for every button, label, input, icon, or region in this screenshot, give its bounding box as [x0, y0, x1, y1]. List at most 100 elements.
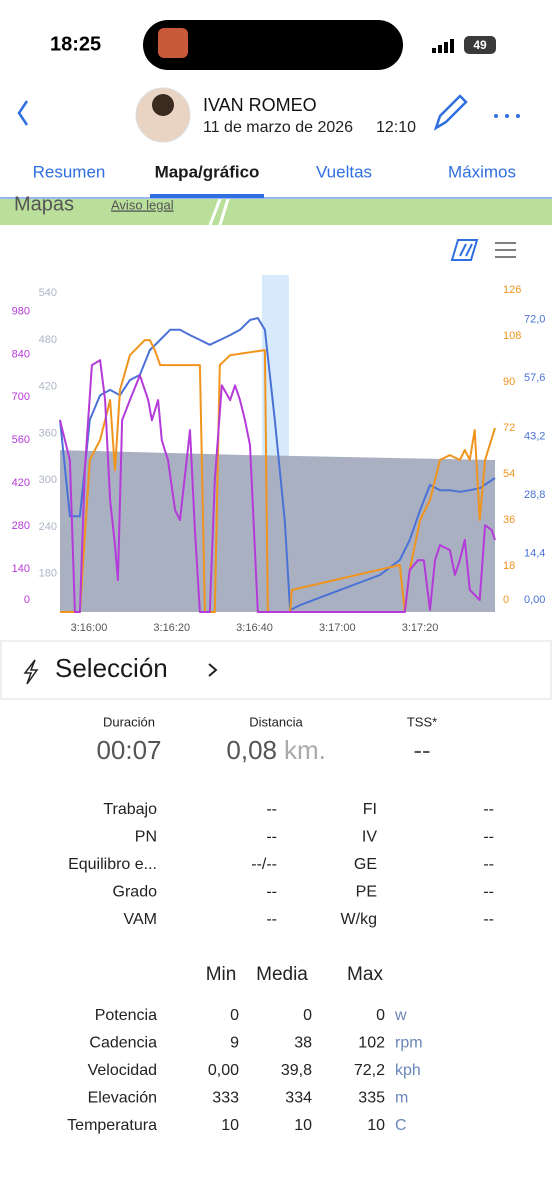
edit-button[interactable]: [433, 94, 468, 131]
stat-value: 0: [376, 1007, 385, 1024]
y-tick-label: 420: [39, 381, 57, 393]
tab[interactable]: Vueltas: [316, 162, 372, 181]
y-tick-label: 240: [39, 521, 57, 533]
metric-label: FI: [363, 801, 377, 818]
y-tick-label: 72: [503, 422, 515, 434]
stat-value: 102: [358, 1035, 385, 1052]
activity-time: 12:10: [376, 119, 416, 136]
stats-header: Media: [256, 964, 308, 985]
tab[interactable]: Mapa/gráfico: [155, 162, 260, 181]
selection-bar[interactable]: [0, 640, 552, 700]
y-tick-label: 840: [12, 348, 30, 360]
summary-label: Distancia: [249, 714, 303, 729]
stat-value: 0: [303, 1007, 312, 1024]
stat-value: 334: [285, 1090, 312, 1107]
y-tick-label: 540: [39, 287, 57, 299]
dynamic-island: [143, 20, 403, 70]
lightning-icon: [23, 659, 39, 685]
stat-value: 10: [367, 1117, 385, 1134]
metric-value: --: [483, 911, 494, 928]
x-tick-label: 3:16:20: [153, 622, 190, 634]
summary-value: 00:07: [96, 735, 161, 765]
stat-value: 335: [358, 1090, 385, 1107]
metric-label: Grado: [113, 884, 158, 901]
avatar-hair: [152, 94, 174, 116]
athlete-name: IVAN ROMEO: [203, 95, 317, 115]
y-tick-label: 126: [503, 284, 521, 296]
stat-label: Velocidad: [88, 1062, 157, 1079]
metric-label: Equilibro e...: [68, 856, 157, 873]
stat-label: Temperatura: [67, 1117, 157, 1134]
stat-value: 38: [294, 1035, 312, 1052]
y-tick-label: 360: [39, 427, 57, 439]
stat-unit: rpm: [395, 1035, 423, 1052]
stat-value: 0: [230, 1007, 239, 1024]
album-art: [158, 28, 188, 58]
back-button[interactable]: [17, 100, 29, 126]
map-strip: [0, 199, 552, 225]
stat-unit: m: [395, 1090, 408, 1107]
x-tick-label: 3:17:00: [319, 622, 356, 634]
y-tick-label: 0,00: [524, 594, 545, 606]
y-tick-label: 180: [39, 568, 57, 580]
metric-label: VAM: [124, 911, 157, 928]
activity-date: 11 de marzo de 2026: [203, 119, 353, 136]
x-tick-label: 3:16:00: [71, 622, 108, 634]
summary-value: 0,08: [226, 735, 277, 765]
metric-value: --/--: [251, 856, 277, 873]
series-line: [60, 339, 496, 613]
metric-label: W/kg: [341, 911, 377, 928]
x-tick-label: 3:16:40: [236, 622, 273, 634]
metric-label: PN: [135, 829, 157, 846]
summary-label: TSS*: [407, 714, 437, 729]
series-line: [59, 317, 496, 611]
y-tick-label: 280: [12, 520, 30, 532]
metric-label: PE: [356, 884, 377, 901]
tab-indicator: [150, 194, 264, 198]
metric-value: --: [483, 801, 494, 818]
summary-value: --: [413, 735, 430, 765]
battery: [464, 36, 496, 54]
metric-value: --: [483, 829, 494, 846]
y-tick-label: 14,4: [524, 547, 545, 559]
tab[interactable]: Máximos: [448, 162, 516, 181]
stats-header: Min: [206, 964, 237, 985]
selection-title: Selección: [55, 653, 168, 683]
stat-value: 0,00: [208, 1062, 239, 1079]
clock: 18:25: [50, 33, 101, 55]
metric-value: --: [266, 884, 277, 901]
y-tick-label: 300: [39, 474, 57, 486]
y-tick-label: 90: [503, 376, 515, 388]
series-line: [59, 359, 496, 613]
stat-value: 39,8: [281, 1062, 312, 1079]
y-tick-label: 0: [503, 594, 509, 606]
y-tick-label: 980: [12, 305, 30, 317]
stat-value: 10: [294, 1117, 312, 1134]
stat-value: 10: [221, 1117, 239, 1134]
y-tick-label: 108: [503, 330, 521, 342]
stat-label: Cadencia: [89, 1035, 157, 1052]
map-legal: Aviso legal: [111, 197, 174, 212]
y-tick-label: 480: [39, 334, 57, 346]
stat-label: Potencia: [95, 1007, 157, 1024]
stat-unit: w: [394, 1007, 407, 1024]
more-button[interactable]: [494, 114, 520, 118]
metric-label: Trabajo: [103, 801, 157, 818]
y-tick-label: 0: [24, 594, 30, 606]
y-tick-label: 28,8: [524, 489, 545, 501]
x-tick-label: 3:17:20: [402, 622, 439, 634]
chart-menu[interactable]: [495, 242, 516, 258]
map-brand: Mapas: [14, 193, 74, 215]
chart-settings-icon[interactable]: [450, 239, 479, 261]
battery-level: 49: [473, 38, 487, 52]
stat-value: 333: [212, 1090, 239, 1107]
metric-label: GE: [354, 856, 377, 873]
elevation-area: [60, 450, 495, 612]
y-tick-label: 43,2: [524, 430, 545, 442]
tab[interactable]: Resumen: [33, 162, 106, 181]
map-road: [208, 198, 230, 226]
y-tick-label: 140: [12, 563, 30, 575]
y-tick-label: 420: [12, 477, 30, 489]
chevron: [208, 663, 218, 677]
